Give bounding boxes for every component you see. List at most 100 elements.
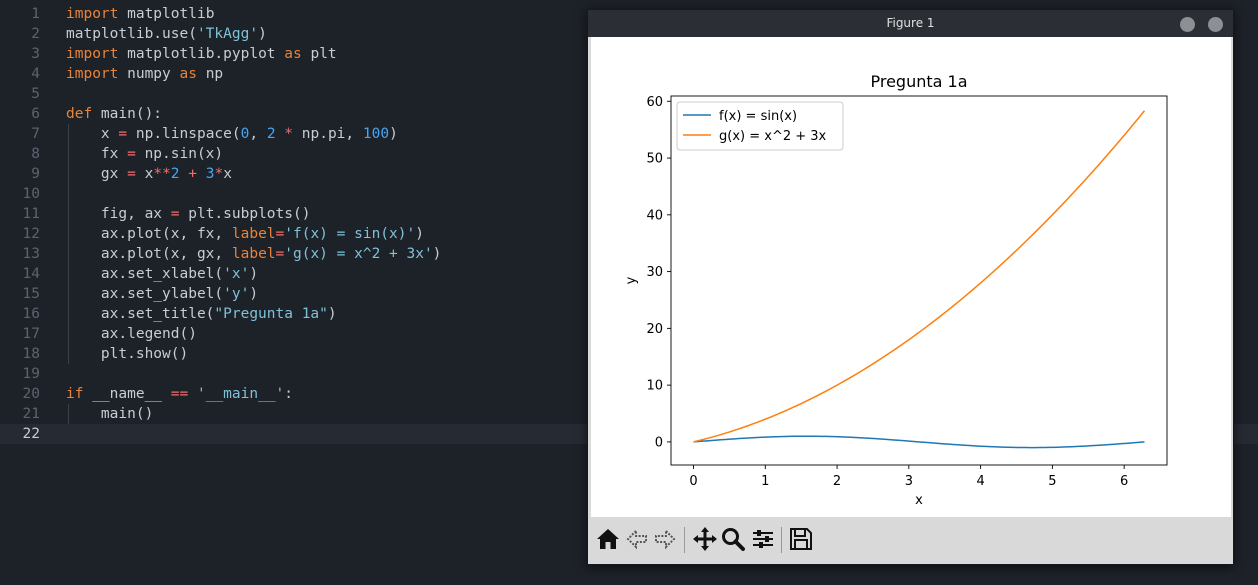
x-tick-label: 2 (833, 474, 841, 489)
plot-canvas[interactable]: 0 1 2 3 4 5 6 0 10 20 30 40 50 60 Pregunta 1a x y f(x) = … (591, 37, 1231, 517)
line-number: 16 (22, 306, 40, 322)
line-number: 11 (22, 206, 40, 222)
back-icon[interactable] (623, 525, 651, 553)
legend-box (676, 101, 844, 151)
code-text: main() (66, 406, 154, 422)
code-text: fx = np.sin(x) (66, 146, 224, 162)
code-text: import matplotlib.pyplot as plt (66, 46, 337, 62)
series-line (693, 110, 1146, 443)
chart-title: Pregunta 1a (870, 72, 967, 91)
close-button[interactable] (1208, 17, 1223, 32)
save-icon[interactable] (787, 525, 815, 553)
line-number: 22 (22, 426, 40, 442)
code-text: ax.set_ylabel('y') (66, 286, 259, 302)
code-text: fig, ax = plt.subplots() (66, 206, 311, 222)
code-text: ax.set_title("Pregunta 1a") (66, 306, 337, 322)
y-tick-label: 10 (646, 379, 663, 394)
code-line[interactable]: 1 import matplotlib (0, 4, 1258, 24)
code-text: ax.plot(x, gx, label='g(x) = x^2 + 3x') (66, 246, 442, 262)
x-tick-label: 1 (761, 474, 769, 489)
x-tick-label: 4 (976, 474, 984, 489)
axes-frame (670, 95, 1168, 466)
x-tick-label: 5 (1048, 474, 1056, 489)
legend-label: f(x) = sin(x) (719, 109, 797, 124)
code-line[interactable]: 20 if __name__ == '__main__': (0, 384, 1258, 404)
code-line[interactable]: 10 (0, 184, 1258, 204)
code-line[interactable]: 14 ax.set_xlabel('x') (0, 264, 1258, 284)
line-number: 20 (22, 386, 40, 402)
y-tick-label: 30 (646, 265, 663, 280)
code-text: import numpy as np (66, 66, 224, 82)
code-line[interactable]: 15 ax.set_ylabel('y') (0, 284, 1258, 304)
code-text: matplotlib.use('TkAgg') (66, 26, 267, 42)
line-number: 13 (22, 246, 40, 262)
line-number: 14 (22, 266, 40, 282)
code-line[interactable]: 16 ax.set_title("Pregunta 1a") (0, 304, 1258, 324)
series-line (693, 435, 1145, 449)
x-axis-label: x (915, 493, 923, 508)
line-number: 9 (31, 166, 40, 182)
line-number: 5 (31, 86, 40, 102)
toolbar-separator (684, 527, 685, 553)
code-line[interactable]: 18 plt.show() (0, 344, 1258, 364)
line-number: 10 (22, 186, 40, 202)
line-number: 19 (22, 366, 40, 382)
line-number: 18 (22, 346, 40, 362)
code-line[interactable]: 6 def main(): (0, 104, 1258, 124)
code-text: x = np.linspace(0, 2 * np.pi, 100) (66, 126, 398, 142)
legend-label: g(x) = x^2 + 3x (719, 129, 827, 144)
line-number: 6 (31, 106, 40, 122)
line-number: 2 (31, 26, 40, 42)
code-line[interactable]: 9 gx = x**2 + 3*x (0, 164, 1258, 184)
zoom-icon[interactable] (719, 525, 747, 553)
code-line[interactable]: 19 (0, 364, 1258, 384)
code-text: gx = x**2 + 3*x (66, 166, 232, 182)
code-text: ax.legend() (66, 326, 197, 342)
code-text: ax.set_xlabel('x') (66, 266, 259, 282)
toolbar-separator (781, 527, 782, 553)
code-line[interactable]: 21 main() (0, 404, 1258, 424)
window-titlebar[interactable]: Figure 1 (588, 10, 1233, 37)
matplotlib-toolbar (591, 517, 1231, 563)
line-number: 1 (31, 6, 40, 22)
x-tick-label: 3 (905, 474, 913, 489)
line-number: 4 (31, 66, 40, 82)
home-icon[interactable] (594, 525, 622, 553)
code-line[interactable]: 12 ax.plot(x, fx, label='f(x) = sin(x)') (0, 224, 1258, 244)
y-tick-label: 20 (646, 322, 663, 337)
indent-guide (68, 124, 69, 364)
y-tick-label: 60 (646, 95, 663, 110)
line-number: 12 (22, 226, 40, 242)
code-text: import matplotlib (66, 6, 215, 22)
code-line[interactable]: 8 fx = np.sin(x) (0, 144, 1258, 164)
code-line[interactable]: 13 ax.plot(x, gx, label='g(x) = x^2 + 3x… (0, 244, 1258, 264)
x-tick-label: 6 (1120, 474, 1128, 489)
y-axis-label: y (624, 276, 639, 284)
window-title: Figure 1 (886, 16, 935, 30)
line-number: 8 (31, 146, 40, 162)
code-line[interactable]: 2 matplotlib.use('TkAgg') (0, 24, 1258, 44)
code-text: plt.show() (66, 346, 189, 362)
x-tick-label: 0 (689, 474, 697, 489)
figure-window[interactable]: Figure 1 0 1 2 3 4 5 6 0 10 20 30 40 50 60 Pregunta 1a… (587, 9, 1234, 565)
code-line[interactable]: 5 (0, 84, 1258, 104)
line-number: 21 (22, 406, 40, 422)
code-line[interactable]: 17 ax.legend() (0, 324, 1258, 344)
code-text: if __name__ == '__main__': (66, 386, 294, 402)
y-tick-label: 40 (646, 208, 663, 223)
minimize-button[interactable] (1180, 17, 1195, 32)
code-text: def main(): (66, 106, 163, 122)
configure-subplots-icon[interactable] (749, 525, 777, 553)
forward-icon[interactable] (651, 525, 679, 553)
code-line[interactable]: 3 import matplotlib.pyplot as plt (0, 44, 1258, 64)
line-number: 3 (31, 46, 40, 62)
code-line[interactable]: 4 import numpy as np (0, 64, 1258, 84)
line-number: 17 (22, 326, 40, 342)
pan-icon[interactable] (691, 525, 719, 553)
code-line[interactable]: 7 x = np.linspace(0, 2 * np.pi, 100) (0, 124, 1258, 144)
line-number: 7 (31, 126, 40, 142)
code-line[interactable]: 11 fig, ax = plt.subplots() (0, 204, 1258, 224)
indent-guide (68, 404, 69, 424)
y-tick-label: 0 (655, 435, 663, 450)
